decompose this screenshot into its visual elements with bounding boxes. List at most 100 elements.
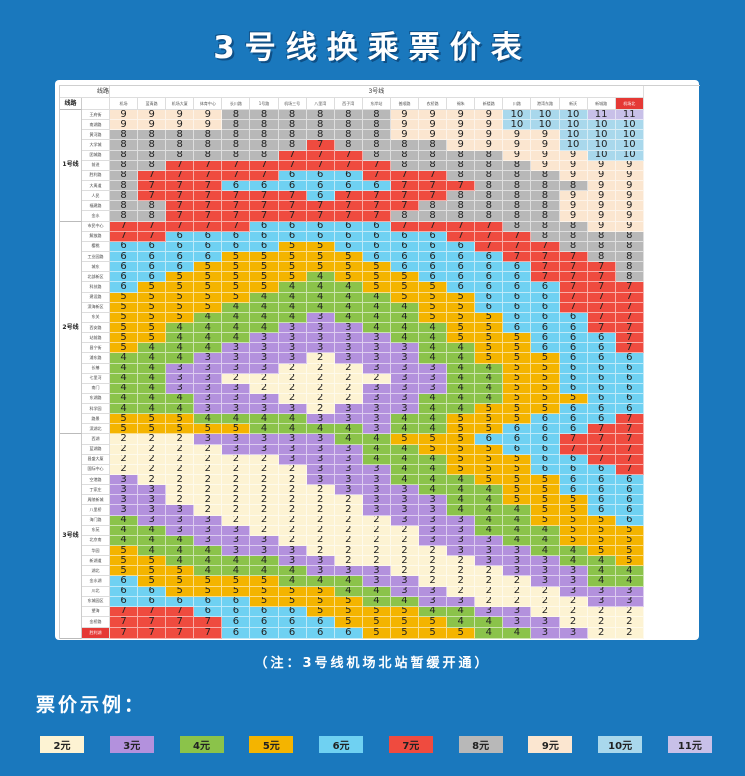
fare-cell: 5 [475, 322, 504, 334]
fare-cell: 7 [503, 251, 532, 263]
fare-cell: 2 [306, 393, 335, 405]
fare-cell: 6 [419, 241, 448, 252]
note-text: （注：3号线机场北站暂缓开通） [254, 656, 491, 671]
fare-cell: 4 [278, 302, 307, 313]
fare-cell: 8 [138, 211, 167, 222]
fare-cell: 6 [306, 180, 335, 192]
fare-cell: 8 [362, 120, 391, 131]
fare-cell: 3 [531, 556, 560, 567]
fare-cell: 9 [615, 160, 644, 171]
fare-cell: 6 [447, 262, 476, 273]
fare-cell: 9 [531, 150, 560, 161]
fare-cell: 5 [503, 383, 532, 394]
fare-cell: 9 [531, 130, 560, 141]
fare-cell: 7 [306, 140, 335, 151]
fare-cell: 3 [362, 333, 391, 344]
fare-cell: 2 [615, 617, 644, 628]
fare-cell: 2 [306, 535, 335, 547]
fare-cell: 2 [419, 556, 448, 567]
fare-cell: 4 [419, 414, 448, 425]
fare-cell: 8 [475, 191, 504, 202]
fare-cell: 3 [390, 586, 420, 597]
fare-cell: 3 [362, 383, 391, 394]
station-row-label: 工业园路 [82, 251, 110, 263]
fare-cell: 2 [138, 444, 167, 455]
fare-cell: 7 [475, 221, 504, 232]
fare-cell: 2 [222, 515, 251, 526]
fare-cell: 5 [138, 566, 167, 577]
fare-cell: 3 [362, 414, 391, 425]
fare-cell: 5 [166, 414, 195, 425]
fare-cell: 5 [447, 424, 476, 435]
station-row-label: 七里河 [82, 373, 110, 384]
fare-cell: 9 [475, 140, 504, 151]
fare-cell: 9 [110, 110, 139, 121]
fare-cell: 9 [587, 170, 616, 181]
fare-cell: 4 [334, 424, 363, 435]
fare-cell: 2 [475, 576, 504, 587]
fare-cell: 7 [587, 272, 616, 283]
fare-cell: 9 [447, 110, 476, 121]
line-group-label: 1号线 [60, 110, 82, 222]
fare-cell: 5 [475, 404, 504, 415]
fare-cell: 9 [559, 211, 588, 222]
fare-cell: 3 [194, 363, 223, 374]
fare-cell: 5 [475, 414, 504, 425]
fare-cell: 5 [503, 475, 532, 486]
fare-cell: 7 [390, 191, 420, 202]
fare-cell: 3 [278, 353, 307, 364]
fare-cell: 2 [166, 434, 195, 445]
fare-cell: 9 [587, 191, 616, 202]
station-row-label: 周陵新城 [82, 495, 110, 506]
fare-cell: 5 [390, 434, 420, 445]
fare-cell: 2 [559, 596, 588, 607]
station-row-label: 八里桥 [82, 505, 110, 516]
fare-cell: 4 [166, 333, 195, 344]
fare-cell: 6 [250, 221, 279, 232]
fare-cell: 4 [390, 312, 420, 323]
fare-cell: 7 [503, 241, 532, 252]
fare-cell: 5 [531, 505, 560, 516]
fare-cell: 5 [250, 251, 279, 263]
fare-cell: 6 [531, 292, 560, 303]
fare-cell: 3 [166, 363, 195, 374]
fare-cell: 6 [475, 434, 504, 445]
fare-cell: 5 [306, 262, 335, 273]
fare-cell: 9 [615, 201, 644, 212]
fare-cell: 8 [503, 191, 532, 202]
fare-cell: 7 [222, 191, 251, 202]
fare-cell: 3 [278, 454, 307, 465]
station-column-header: 机场 [110, 98, 139, 110]
fare-cell: 7 [194, 160, 223, 171]
fare-cell: 7 [278, 160, 307, 171]
fare-cell: 7 [222, 201, 251, 212]
fare-cell: 11 [587, 110, 616, 121]
fare-cell: 5 [615, 525, 644, 536]
fare-cell: 4 [531, 535, 560, 547]
fare-cell: 6 [531, 322, 560, 334]
fare-cell: 5 [447, 322, 476, 334]
fare-cell: 4 [334, 586, 363, 597]
fare-cell: 3 [362, 566, 391, 577]
fare-cell: 6 [362, 221, 391, 232]
fare-cell: 4 [390, 444, 420, 455]
fare-cell: 5 [447, 628, 476, 639]
fare-cell: 4 [390, 475, 420, 486]
fare-cell: 10 [503, 120, 532, 131]
fare-cell: 6 [110, 251, 139, 263]
fare-cell: 5 [559, 525, 588, 536]
fare-cell: 8 [419, 160, 448, 171]
fare-cell: 9 [447, 130, 476, 141]
fare-cell: 6 [110, 586, 139, 597]
fare-cell: 7 [334, 211, 363, 222]
fare-cell: 4 [447, 485, 476, 496]
fare-cell: 2 [531, 606, 560, 617]
fare-cell: 8 [194, 140, 223, 151]
fare-cell: 4 [222, 322, 251, 334]
fare-cell: 6 [503, 444, 532, 455]
legend-swatch: 3元 [109, 736, 154, 753]
station-row-label: 昌宁街 [82, 343, 110, 354]
fare-cell: 4 [362, 312, 391, 323]
fare-cell: 9 [587, 221, 616, 232]
fare-cell: 4 [419, 343, 448, 354]
